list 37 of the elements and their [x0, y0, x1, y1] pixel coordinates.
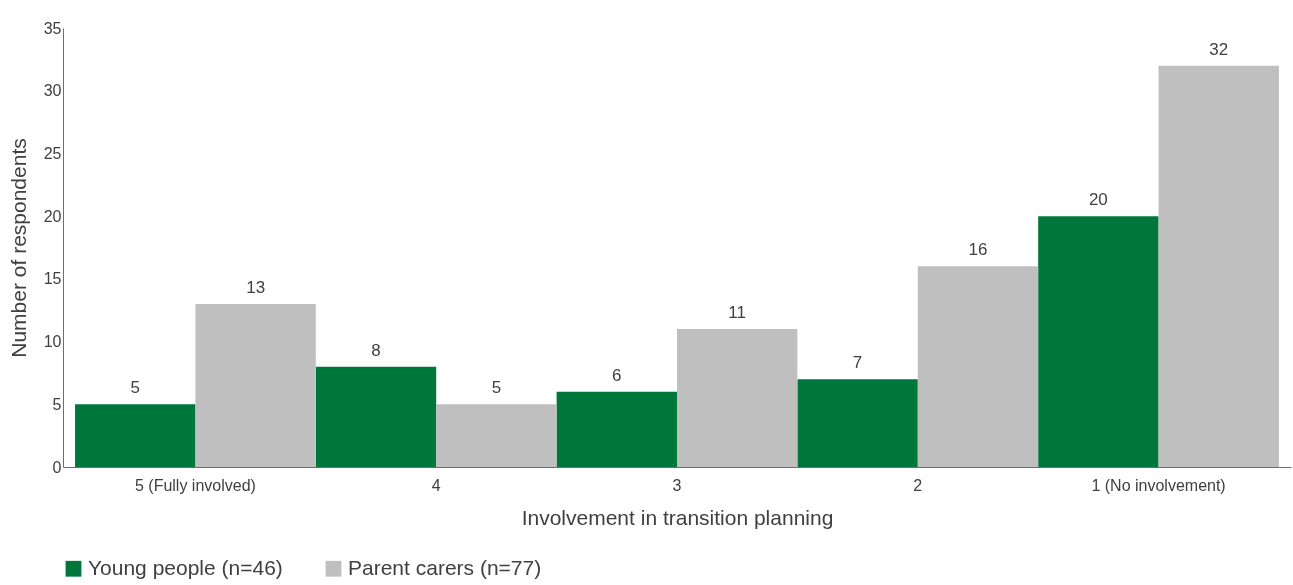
data-label: 13 — [246, 277, 266, 297]
y-tick-label: 10 — [43, 333, 62, 351]
x-tick-label: 4 — [431, 476, 441, 494]
bar — [195, 303, 316, 467]
data-label: 11 — [728, 303, 747, 323]
data-label: 5 — [130, 378, 140, 398]
x-tick-label: 5 (Fully involved) — [134, 476, 256, 494]
legend-label: Parent carers (n=77) — [348, 555, 542, 579]
data-label: 7 — [852, 353, 863, 373]
bar — [677, 329, 798, 467]
bar — [556, 391, 677, 467]
y-tick-label: 20 — [43, 207, 62, 225]
data-label: 8 — [371, 340, 381, 360]
x-tick-label: 1 (No involvement) — [1091, 476, 1226, 494]
x-axis-title: Involvement in transition planning — [521, 505, 834, 529]
bar — [917, 266, 1039, 467]
x-tick-label: 2 — [913, 476, 923, 494]
bar — [75, 404, 196, 467]
data-label: 16 — [968, 240, 988, 260]
y-tick-label: 5 — [52, 395, 62, 413]
x-tick-label: 3 — [672, 476, 682, 494]
y-tick-label: 35 — [43, 19, 62, 37]
bar — [436, 404, 557, 467]
bar — [1038, 216, 1159, 467]
data-label: 20 — [1088, 190, 1108, 210]
data-label: 6 — [612, 365, 622, 385]
y-tick-label: 30 — [43, 82, 62, 100]
data-label: 5 — [491, 378, 502, 398]
y-tick-label: 0 — [52, 458, 62, 476]
legend-label: Young people (n=46) — [88, 555, 283, 579]
bar — [797, 379, 918, 467]
bar — [1158, 65, 1279, 467]
y-tick-label: 15 — [43, 270, 62, 288]
y-axis-title: Number of respondents — [6, 138, 30, 358]
data-label: 32 — [1209, 39, 1229, 59]
bar — [315, 366, 437, 467]
y-tick-label: 25 — [43, 144, 62, 162]
